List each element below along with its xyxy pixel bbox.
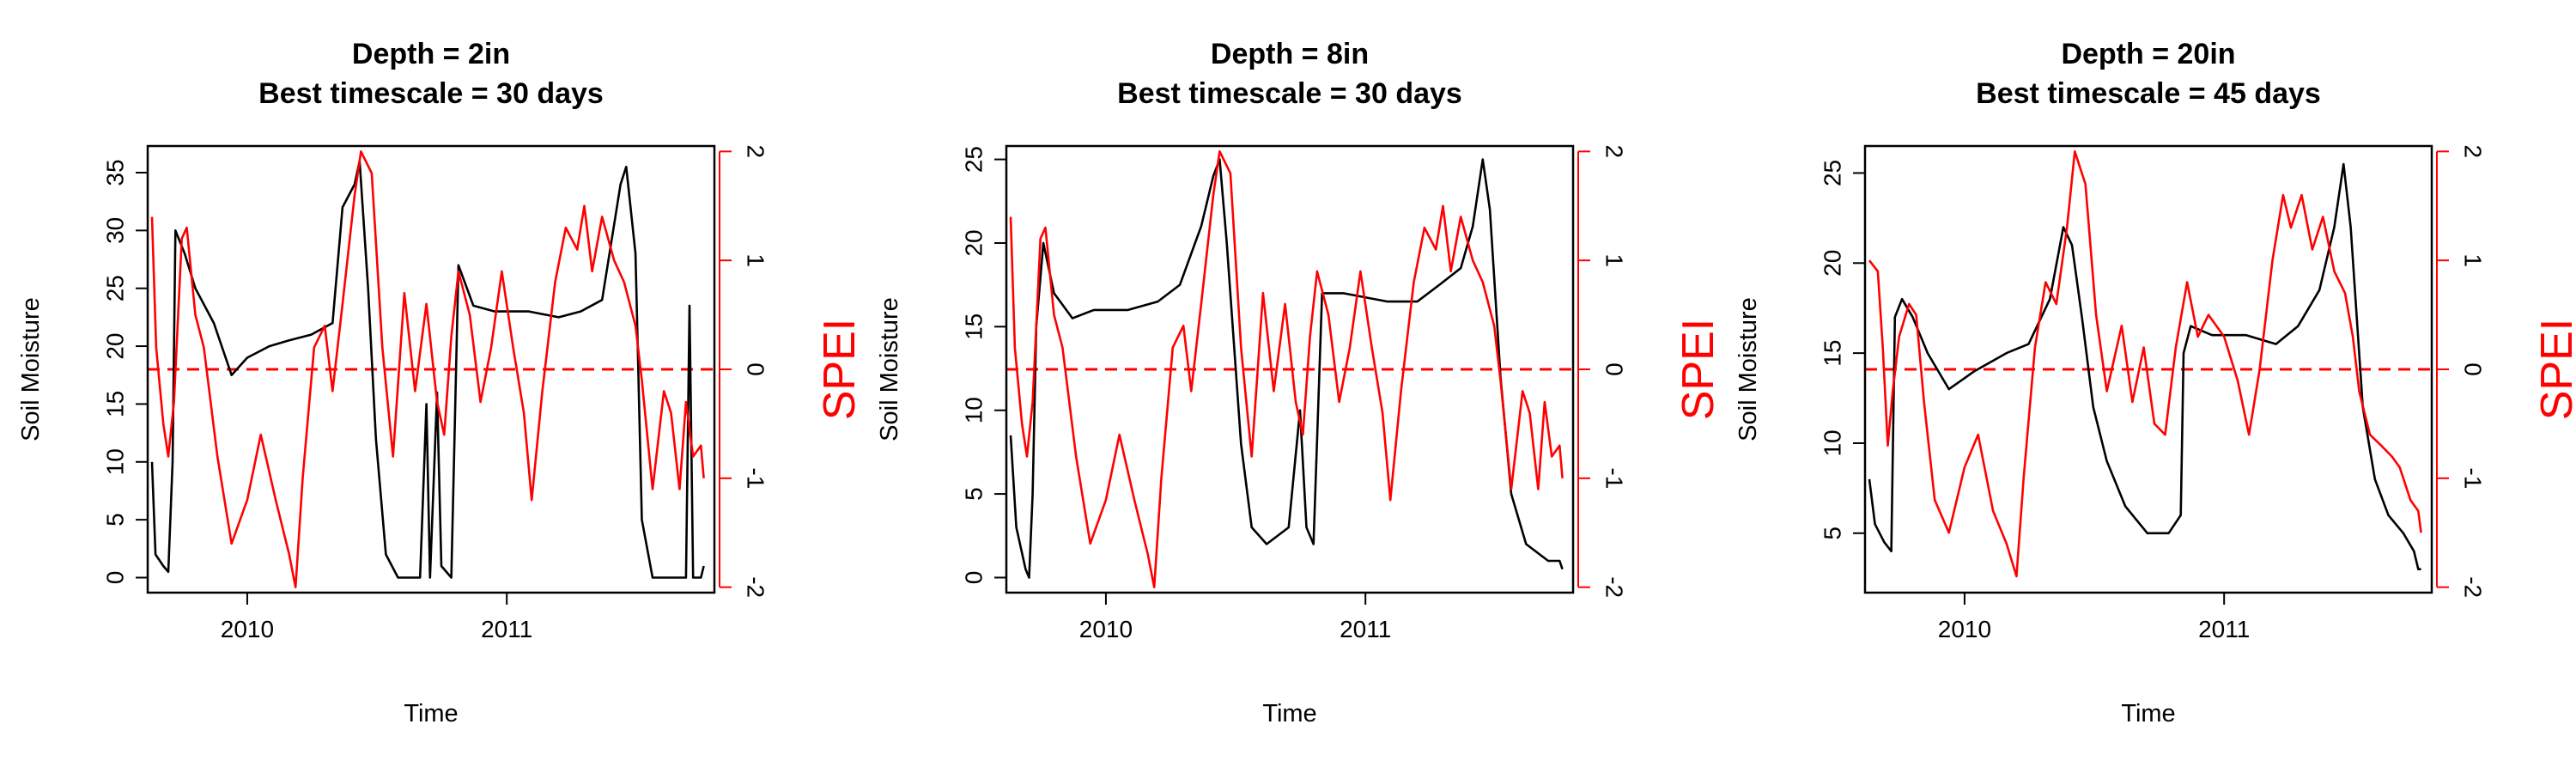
- y-left-tick-label: 25: [1820, 160, 1846, 186]
- y-right-axis-label: SPEI: [1674, 319, 1723, 421]
- y-left-tick-label: 5: [961, 487, 987, 501]
- x-tick-label: 2010: [1079, 616, 1133, 642]
- y-right-tick-label: 0: [1601, 362, 1628, 376]
- y-right-tick-label: -1: [2460, 467, 2487, 489]
- y-right-tick-label: 2: [1601, 145, 1628, 159]
- plot-frame: [1005, 144, 1575, 594]
- x-tick-label: 2011: [481, 616, 532, 642]
- y-right-tick-label: 2: [2460, 145, 2487, 159]
- chart-title-line: Depth = 8in: [1211, 38, 1369, 70]
- y-left-tick-label: 10: [102, 448, 129, 475]
- y-right-tick-label: 2: [743, 145, 769, 159]
- y-left-tick-label: 0: [961, 571, 987, 585]
- spei-series: [1009, 150, 1564, 589]
- y-left-axis-label: Soil Moisture: [17, 297, 45, 441]
- y-left-axis-label: Soil Moisture: [1735, 297, 1762, 441]
- x-tick-label: 2010: [221, 616, 274, 642]
- soil-moisture-series: [1868, 162, 2421, 571]
- y-left-tick-label: 20: [1820, 250, 1846, 277]
- y-left-tick-label: 25: [961, 146, 987, 173]
- y-left-tick-label: 5: [1820, 526, 1846, 540]
- y-left-tick-label: 0: [102, 571, 129, 585]
- y-right-tick-label: 1: [1601, 253, 1628, 267]
- soil-moisture-series: [1009, 158, 1564, 579]
- plot-frame: [146, 144, 716, 594]
- x-tick-label: 2011: [2198, 616, 2250, 642]
- x-tick-label: 2010: [1938, 616, 1991, 642]
- y-left-tick-label: 10: [961, 397, 987, 423]
- y-right-tick-label: -2: [743, 576, 769, 598]
- y-right-axis-label: SPEI: [2532, 319, 2576, 421]
- y-left-tick-label: 30: [102, 217, 129, 244]
- spei-series: [150, 150, 705, 589]
- x-axis-label: Time: [1262, 700, 1316, 727]
- y-left-tick-label: 15: [1820, 340, 1846, 367]
- y-left-tick-label: 20: [961, 229, 987, 256]
- y-right-tick-label: 0: [2460, 362, 2487, 376]
- y-left-tick-label: 5: [102, 513, 129, 526]
- y-right-tick-label: 1: [2460, 253, 2487, 267]
- spei-series: [1868, 150, 2422, 578]
- chart-title-line: Best timescale = 30 days: [258, 77, 604, 110]
- chart-title-line: Depth = 20in: [2061, 38, 2235, 70]
- x-axis-label: Time: [2121, 700, 2175, 727]
- y-left-axis-label: Soil Moisture: [876, 297, 903, 441]
- plot-frame: [1863, 144, 2433, 594]
- y-left-tick-label: 15: [102, 391, 129, 417]
- y-left-tick-label: 25: [102, 275, 129, 301]
- y-right-axis-label: SPEI: [815, 319, 865, 421]
- y-right-tick-label: -1: [1601, 467, 1628, 489]
- x-tick-label: 2011: [1340, 616, 1391, 642]
- x-axis-label: Time: [404, 700, 458, 727]
- y-right-tick-label: 1: [743, 253, 769, 267]
- y-right-tick-label: -2: [2460, 576, 2487, 598]
- chart-title-line: Best timescale = 45 days: [1976, 77, 2321, 110]
- y-left-tick-label: 35: [102, 159, 129, 186]
- y-right-tick-label: -1: [743, 467, 769, 489]
- y-left-tick-label: 10: [1820, 429, 1846, 456]
- y-right-tick-label: 0: [743, 362, 769, 376]
- y-right-tick-label: -2: [1601, 576, 1628, 598]
- y-left-tick-label: 20: [102, 332, 129, 359]
- chart-title-line: Best timescale = 30 days: [1117, 77, 1462, 110]
- y-left-tick-label: 15: [961, 313, 987, 340]
- chart-title-line: Depth = 2in: [352, 38, 510, 70]
